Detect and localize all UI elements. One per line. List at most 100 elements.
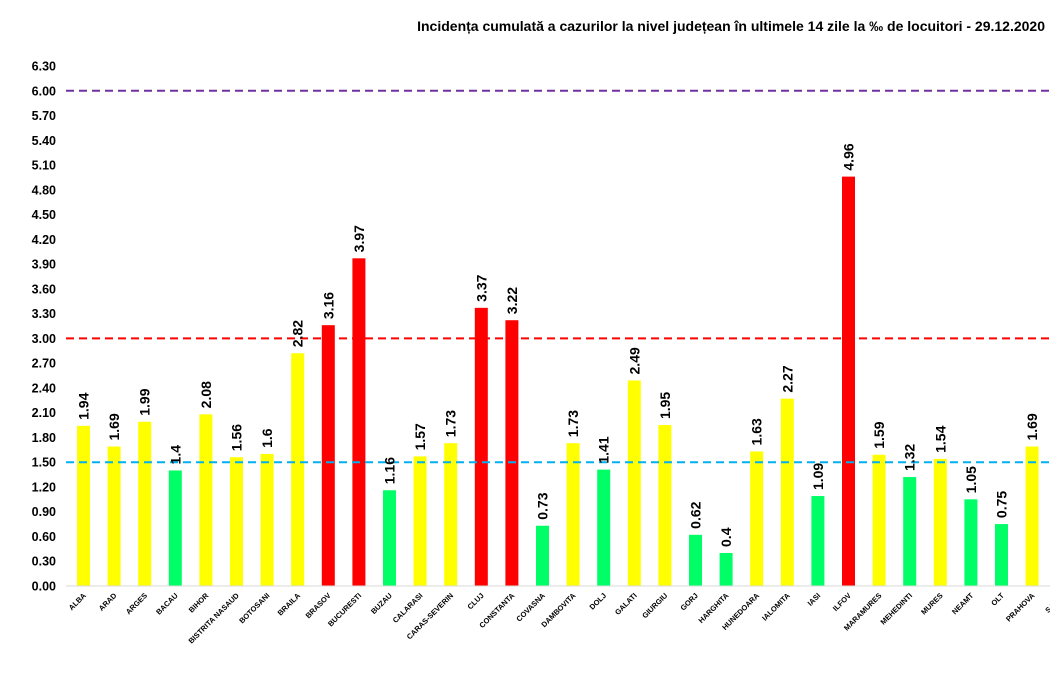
bar [413,456,427,586]
data-label: 2.27 [779,365,795,392]
data-label: 1.73 [565,410,581,437]
x-tick-label: BRASOV [304,591,333,620]
data-label: 1.09 [810,463,826,490]
bar [1025,446,1039,586]
y-tick-label: 0.90 [32,505,56,519]
bar [689,534,702,586]
x-tick-label: ILFOV [831,591,853,613]
bar [995,524,1008,586]
x-tick-label: SALAJ [1043,591,1050,615]
bar [536,525,549,586]
data-label: 2.49 [626,347,642,374]
data-label: 0.4 [718,527,734,547]
bar [780,398,794,586]
x-tick-label: BIHOR [187,591,211,615]
bar [566,443,580,586]
y-tick-label: 5.70 [32,109,56,123]
x-tick-label: ALBA [67,591,89,613]
x-tick-label: GIURGIU [640,591,669,620]
x-tick-label: BISTRITA NASAUD [187,591,242,646]
x-tick-label: ARAD [97,591,119,613]
y-tick-label: 5.40 [32,134,56,148]
x-tick-label: GALATI [613,591,639,617]
data-label: 1.95 [657,392,673,419]
data-label: 1.54 [932,425,948,452]
data-label: 1.69 [1024,413,1040,440]
bar [719,552,733,586]
bar [107,446,121,586]
y-tick-label: 1.20 [32,480,56,494]
data-label: 1.41 [596,436,612,463]
data-label: 1.94 [76,392,92,419]
y-tick-label: 3.90 [32,258,56,272]
bar [77,425,90,586]
bar [168,470,182,586]
data-label: 0.62 [688,501,704,528]
x-tick-label: PRAHOVA [1004,591,1037,624]
data-label: 2.82 [290,320,306,347]
data-label: 3.22 [504,287,520,314]
x-tick-label: BACAU [154,591,180,617]
data-label: 3.16 [320,292,336,319]
x-tick-label: DOLJ [588,591,609,612]
bar [658,425,672,586]
bar [933,458,947,586]
y-tick-label: 0.60 [32,530,56,544]
bar [138,421,152,586]
bar [199,414,213,586]
y-tick-label: 6.30 [32,60,56,74]
data-label: 1.56 [229,424,245,451]
x-tick-label: MURES [919,591,945,617]
data-label: 1.16 [382,457,398,484]
y-tick-label: 2.10 [32,406,56,420]
data-label: 4.96 [841,143,857,170]
bar [474,307,488,586]
x-tick-label: MEHEDINTI [879,591,915,627]
x-tick-label: IALOMITA [760,591,792,623]
data-label: 1.32 [902,444,918,471]
data-label: 3.97 [351,225,367,252]
x-tick-label: BRAILA [276,591,303,618]
y-tick-label: 2.40 [32,381,56,395]
x-tick-label: BOTOSANI [237,591,271,625]
data-label: 1.99 [137,388,153,415]
data-label: 3.37 [473,274,489,301]
bar [627,380,641,586]
x-tick-label: CLUJ [465,591,485,611]
y-tick-label: 4.80 [32,183,56,197]
y-tick-label: 3.00 [32,332,56,346]
data-label: 1.6 [259,428,275,448]
y-tick-label: 6.00 [32,84,56,98]
y-tick-label: 0.00 [32,580,56,594]
bar [230,457,243,586]
data-label: 1.05 [963,466,979,493]
bar [872,454,886,586]
x-tick-label: NEAMT [950,591,976,617]
bar [291,353,305,586]
x-tick-label: IASI [806,591,823,608]
bar [505,320,519,586]
data-label: 0.73 [535,492,551,519]
chart-title: Incidența cumulată a cazurilor la nivel … [417,18,1045,34]
bar [260,453,274,586]
y-tick-label: 4.50 [32,208,56,222]
bar [383,490,396,586]
bar [903,477,917,586]
bar [597,469,611,586]
bar [444,443,458,586]
data-label: 1.57 [412,423,428,450]
data-label: 0.75 [994,491,1010,518]
bar [842,176,855,586]
x-tick-label: OLT [989,591,1006,608]
y-tick-label: 2.70 [32,357,56,371]
bar [352,258,366,586]
bar [750,451,764,586]
data-label: 1.63 [749,418,765,445]
bar [964,499,978,586]
y-tick-label: 3.60 [32,282,56,296]
y-tick-label: 5.10 [32,159,56,173]
data-label: 1.69 [106,413,122,440]
y-tick-label: 1.80 [32,431,56,445]
x-tick-label: ARGES [124,591,149,616]
